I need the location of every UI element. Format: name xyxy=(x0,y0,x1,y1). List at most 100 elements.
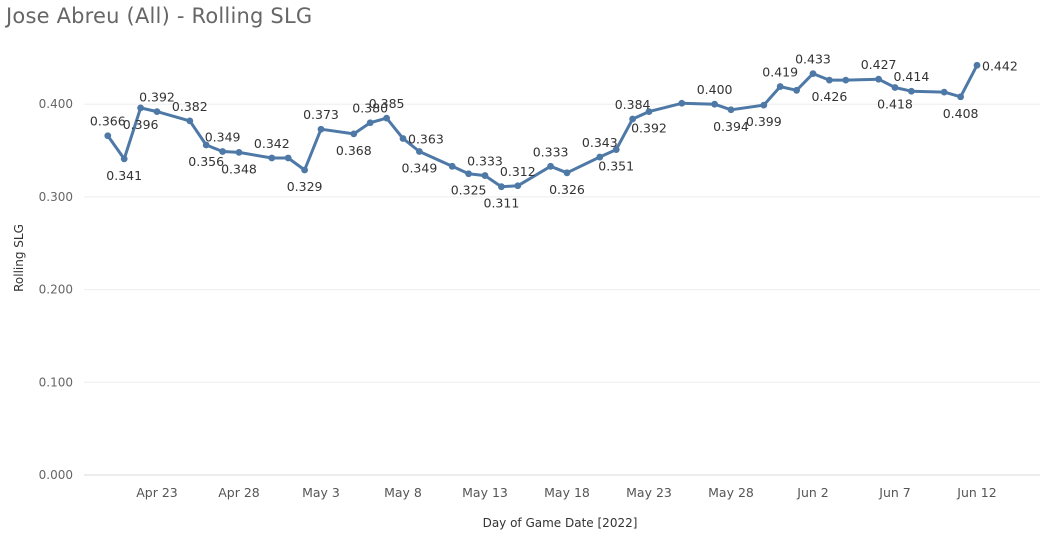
data-point xyxy=(268,154,276,162)
data-label: 0.427 xyxy=(861,57,897,72)
data-label: 0.408 xyxy=(943,106,979,121)
y-tick-label: 0.300 xyxy=(39,190,73,204)
x-tick-label: May 28 xyxy=(708,485,754,500)
data-label: 0.426 xyxy=(812,89,848,104)
data-point xyxy=(842,76,850,84)
data-point xyxy=(908,87,915,95)
data-point xyxy=(514,182,522,190)
data-point xyxy=(498,183,505,191)
data-point xyxy=(629,115,636,123)
data-label: 0.433 xyxy=(795,52,831,67)
x-tick-label: Apr 28 xyxy=(218,485,260,500)
data-point xyxy=(317,125,325,133)
data-point xyxy=(940,88,948,96)
y-tick-label: 0.400 xyxy=(39,97,73,111)
y-tick-label: 0.000 xyxy=(39,468,73,482)
data-label: 0.349 xyxy=(205,129,241,144)
data-label: 0.382 xyxy=(172,99,208,114)
data-point xyxy=(891,84,899,91)
data-label: 0.400 xyxy=(697,82,733,97)
data-label: 0.333 xyxy=(467,154,503,169)
data-point xyxy=(104,132,112,140)
x-tick-label: Jun 2 xyxy=(796,485,828,500)
data-point xyxy=(481,172,489,179)
data-point xyxy=(120,155,128,163)
chart-title: Jose Abreu (All) - Rolling SLG xyxy=(6,4,313,28)
data-point xyxy=(809,70,817,78)
data-point xyxy=(875,75,882,83)
data-point xyxy=(186,117,194,125)
data-label: 0.333 xyxy=(533,144,569,159)
data-label: 0.442 xyxy=(982,58,1018,73)
data-point xyxy=(793,86,800,94)
x-tick-label: May 23 xyxy=(626,485,672,500)
x-tick-label: May 18 xyxy=(544,485,590,500)
data-label: 0.343 xyxy=(582,135,618,150)
data-point xyxy=(957,93,964,101)
data-label: 0.348 xyxy=(221,161,257,176)
data-point xyxy=(137,104,145,112)
data-point xyxy=(284,154,292,162)
data-label: 0.368 xyxy=(336,143,372,158)
x-tick-label: Jun 7 xyxy=(878,485,910,500)
y-axis-title: Rolling SLG xyxy=(12,224,26,292)
data-point xyxy=(563,169,571,177)
data-point xyxy=(448,162,456,170)
x-tick-label: May 3 xyxy=(302,485,340,500)
y-axis-ticks: 0.000 0.100 0.200 0.300 0.400 xyxy=(39,97,73,482)
x-axis-title: Day of Game Date [2022] xyxy=(483,516,638,530)
data-point xyxy=(760,101,768,109)
y-gridlines xyxy=(84,103,1040,383)
data-point xyxy=(202,141,210,149)
data-point xyxy=(776,83,784,90)
data-point xyxy=(366,119,374,127)
data-label: 0.351 xyxy=(598,159,634,174)
data-point xyxy=(711,100,718,108)
data-point xyxy=(727,106,735,114)
data-point xyxy=(235,149,243,156)
x-tick-label: Jun 12 xyxy=(956,485,996,500)
y-tick-label: 0.100 xyxy=(39,375,73,389)
data-point xyxy=(219,148,227,155)
data-label: 0.396 xyxy=(123,117,159,132)
data-point xyxy=(826,76,833,84)
data-label: 0.311 xyxy=(484,196,520,211)
data-label: 0.399 xyxy=(746,114,782,129)
data-point xyxy=(399,135,407,142)
data-point xyxy=(612,146,620,154)
data-points xyxy=(104,61,981,191)
data-label: 0.394 xyxy=(713,119,749,134)
data-point xyxy=(465,170,472,178)
x-tick-label: May 13 xyxy=(462,485,508,500)
x-axis-ticks: Apr 23 Apr 28 May 3 May 8 May 13 May 18 May 23… xyxy=(136,485,996,500)
data-point xyxy=(416,148,423,155)
data-point xyxy=(153,108,161,116)
data-point xyxy=(678,99,686,107)
data-label: 0.392 xyxy=(631,121,667,136)
data-label: 0.341 xyxy=(106,168,142,183)
data-point xyxy=(645,108,653,116)
data-point xyxy=(301,166,308,174)
data-label: 0.326 xyxy=(549,182,585,197)
data-label: 0.366 xyxy=(90,114,126,129)
data-labels: 0.3660.3410.3960.3920.3820.3560.3490.348… xyxy=(90,52,1018,211)
data-label: 0.392 xyxy=(139,90,175,105)
data-label: 0.349 xyxy=(402,160,438,175)
data-label: 0.385 xyxy=(369,96,405,111)
data-label: 0.419 xyxy=(762,65,798,80)
data-label: 0.329 xyxy=(287,179,323,194)
x-tick-label: Apr 23 xyxy=(136,485,178,500)
data-point xyxy=(350,130,358,138)
data-label: 0.384 xyxy=(615,97,651,112)
data-label: 0.418 xyxy=(877,97,913,112)
x-tick-label: May 8 xyxy=(384,485,422,500)
data-point xyxy=(596,153,604,161)
data-label: 0.342 xyxy=(254,136,290,151)
data-label: 0.373 xyxy=(303,107,339,122)
data-point xyxy=(973,61,981,69)
data-label: 0.356 xyxy=(188,154,224,169)
data-label: 0.414 xyxy=(894,69,930,84)
data-point xyxy=(383,114,390,122)
data-point xyxy=(547,162,554,170)
